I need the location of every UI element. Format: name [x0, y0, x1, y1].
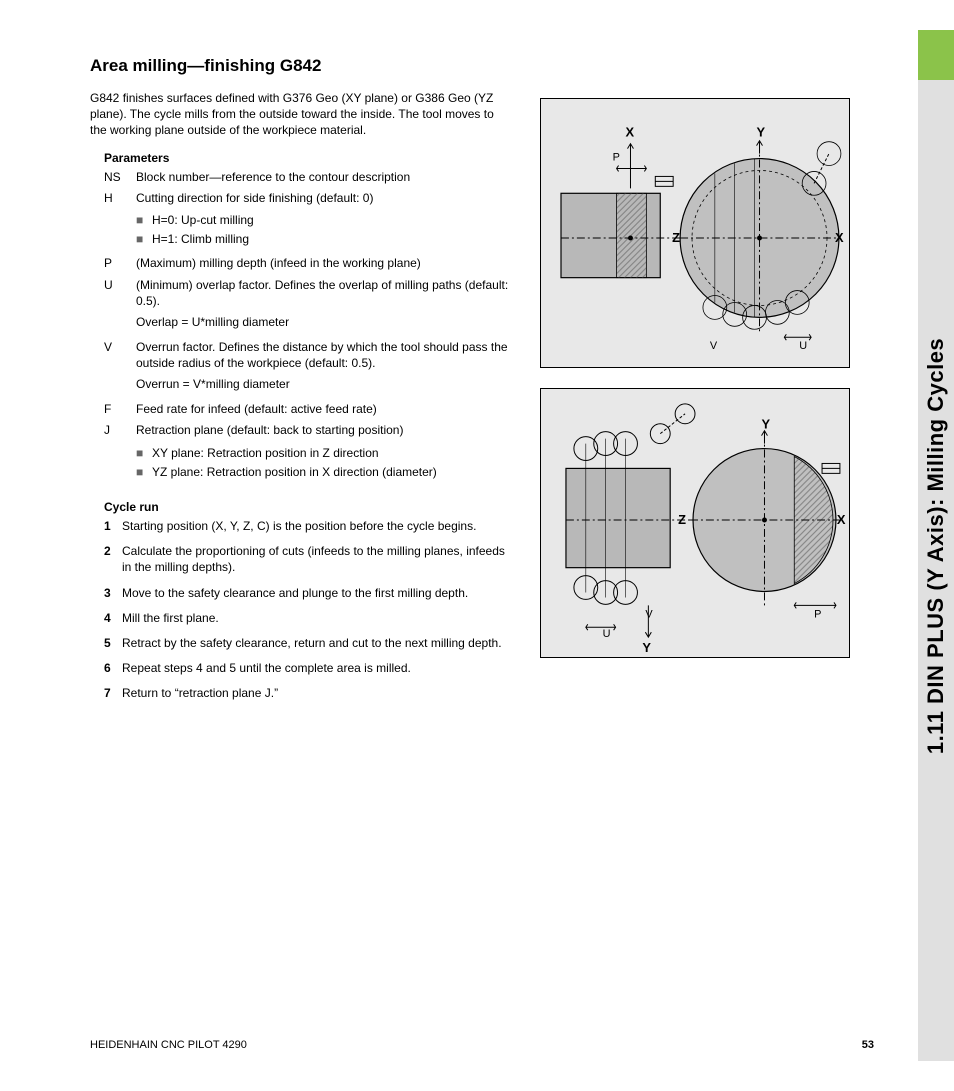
dim-p: P	[814, 608, 821, 620]
dim-v: V	[710, 340, 718, 352]
param-h: H Cutting direction for side finishing (…	[104, 190, 510, 206]
axis-x: X	[837, 512, 846, 527]
cycle-step-number: 2	[104, 543, 122, 575]
param-f: F Feed rate for infeed (default: active …	[104, 401, 510, 417]
origin-dot	[762, 518, 767, 523]
cycle-step: 1Starting position (X, Y, Z, C) is the p…	[104, 518, 510, 534]
param-key: P	[104, 255, 136, 271]
sub-item: ■ H=0: Up-cut milling	[136, 211, 510, 230]
cycle-step-number: 4	[104, 610, 122, 626]
dim-u: U	[799, 340, 807, 352]
param-desc: Overrun factor. Defines the distance by …	[136, 339, 510, 371]
square-bullet-icon: ■	[136, 463, 146, 482]
diagram-bottom: Z V U Y Y X P	[540, 388, 850, 658]
diagram-column: X Z P	[540, 56, 850, 711]
origin-dot	[628, 235, 633, 240]
sub-text: YZ plane: Retraction position in X direc…	[152, 463, 437, 482]
sub-item: ■ H=1: Climb milling	[136, 230, 510, 249]
cycle-step: 6Repeat steps 4 and 5 until the complete…	[104, 660, 510, 676]
axis-x2: X	[835, 230, 844, 245]
param-u: U (Minimum) overlap factor. Defines the …	[104, 277, 510, 309]
axis-y: Y	[757, 125, 766, 140]
param-desc: Retraction plane (default: back to start…	[136, 422, 510, 438]
param-key: F	[104, 401, 136, 417]
cycle-step: 7Return to “retraction plane J.”	[104, 685, 510, 701]
square-bullet-icon: ■	[136, 444, 146, 463]
text-column: Area milling—finishing G842 G842 finishe…	[90, 56, 510, 711]
param-desc: Block number—reference to the contour de…	[136, 169, 510, 185]
cycle-step-text: Retract by the safety clearance, return …	[122, 635, 510, 651]
param-h-sublist: ■ H=0: Up-cut milling ■ H=1: Climb milling	[136, 211, 510, 249]
dim-u: U	[603, 628, 611, 640]
sub-text: H=1: Climb milling	[152, 230, 249, 249]
axis-x: X	[626, 125, 635, 140]
hatched-region	[617, 193, 647, 277]
content-columns: Area milling—finishing G842 G842 finishe…	[90, 56, 924, 711]
param-desc: Feed rate for infeed (default: active fe…	[136, 401, 510, 417]
param-v-formula: Overrun = V*milling diameter	[136, 377, 510, 391]
cycle-step-text: Calculate the proportioning of cuts (inf…	[122, 543, 510, 575]
axis-y: Y	[762, 417, 771, 432]
param-key: U	[104, 277, 136, 309]
axis-z: Z	[678, 512, 686, 527]
page-body: 1.11 DIN PLUS (Y Axis): Milling Cycles A…	[0, 0, 954, 1091]
cycle-step-text: Repeat steps 4 and 5 until the complete …	[122, 660, 510, 676]
param-p: P (Maximum) milling depth (infeed in the…	[104, 255, 510, 271]
cycle-step-text: Mill the first plane.	[122, 610, 510, 626]
param-v: V Overrun factor. Defines the distance b…	[104, 339, 510, 371]
cycle-step-text: Starting position (X, Y, Z, C) is the po…	[122, 518, 510, 534]
block-side	[566, 468, 670, 567]
param-u-formula: Overlap = U*milling diameter	[136, 315, 510, 329]
sub-item: ■ YZ plane: Retraction position in X dire…	[136, 463, 510, 482]
param-ns: NS Block number—reference to the contour…	[104, 169, 510, 185]
footer-product: HEIDENHAIN CNC PILOT 4290	[90, 1039, 247, 1051]
param-key: V	[104, 339, 136, 371]
page-footer: HEIDENHAIN CNC PILOT 4290 53	[90, 1039, 874, 1051]
param-desc: Cutting direction for side finishing (de…	[136, 190, 510, 206]
cycle-step: 3Move to the safety clearance and plunge…	[104, 585, 510, 601]
diagram-top: X Z P	[540, 98, 850, 368]
page-title: Area milling—finishing G842	[90, 56, 510, 76]
cycle-step: 4Mill the first plane.	[104, 610, 510, 626]
cycle-step-number: 5	[104, 635, 122, 651]
param-key: J	[104, 422, 136, 438]
cycle-step-number: 7	[104, 685, 122, 701]
sub-text: H=0: Up-cut milling	[152, 211, 254, 230]
cycle-step-number: 1	[104, 518, 122, 534]
cycle-run-list: 1Starting position (X, Y, Z, C) is the p…	[90, 518, 510, 702]
param-key: H	[104, 190, 136, 206]
intro-paragraph: G842 finishes surfaces defined with G376…	[90, 90, 510, 139]
cycle-step-text: Return to “retraction plane J.”	[122, 685, 510, 701]
dim-v: V	[645, 608, 653, 620]
dim-p: P	[613, 152, 620, 164]
param-key: NS	[104, 169, 136, 185]
origin-dot	[757, 235, 762, 240]
param-desc: (Maximum) milling depth (infeed in the w…	[136, 255, 510, 271]
parameters-heading: Parameters	[104, 151, 510, 165]
axis-z: Z	[672, 230, 680, 245]
param-j: J Retraction plane (default: back to sta…	[104, 422, 510, 438]
section-tab: 1.11 DIN PLUS (Y Axis): Milling Cycles	[918, 30, 954, 1061]
page-number: 53	[862, 1039, 874, 1051]
cycle-step: 2Calculate the proportioning of cuts (in…	[104, 543, 510, 575]
square-bullet-icon: ■	[136, 230, 146, 249]
param-j-sublist: ■ XY plane: Retraction position in Z dire…	[136, 444, 510, 482]
sub-item: ■ XY plane: Retraction position in Z dire…	[136, 444, 510, 463]
cycle-step-number: 6	[104, 660, 122, 676]
section-tab-text: 1.11 DIN PLUS (Y Axis): Milling Cycles	[923, 337, 949, 753]
square-bullet-icon: ■	[136, 211, 146, 230]
axis-y2: Y	[642, 640, 651, 655]
cycle-run-heading: Cycle run	[104, 500, 510, 514]
cycle-step-text: Move to the safety clearance and plunge …	[122, 585, 510, 601]
cycle-step: 5Retract by the safety clearance, return…	[104, 635, 510, 651]
param-desc: (Minimum) overlap factor. Defines the ov…	[136, 277, 510, 309]
sub-text: XY plane: Retraction position in Z direc…	[152, 444, 379, 463]
cycle-step-number: 3	[104, 585, 122, 601]
